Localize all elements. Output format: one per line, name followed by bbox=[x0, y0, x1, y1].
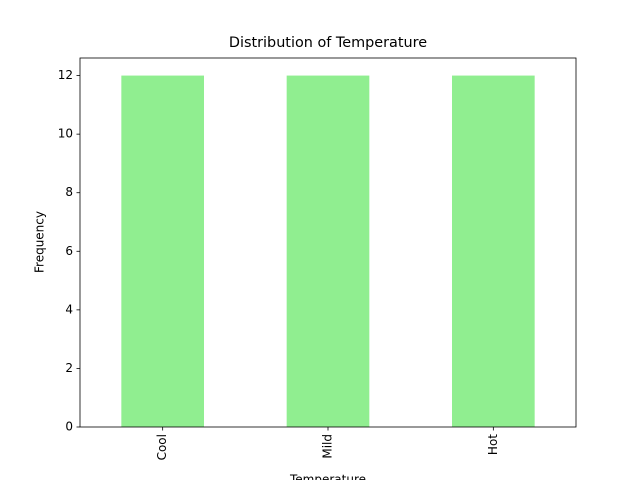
y-tick-label: 8 bbox=[65, 185, 73, 199]
y-axis-label: Frequency bbox=[33, 211, 47, 273]
y-tick-label: 10 bbox=[58, 127, 73, 141]
x-tick-label: Mild bbox=[321, 434, 335, 459]
x-tick-label: Hot bbox=[486, 434, 500, 455]
y-tick-label: 4 bbox=[65, 302, 73, 316]
x-axis-label: Temperature bbox=[289, 473, 366, 480]
y-tick-label: 6 bbox=[65, 244, 73, 258]
y-tick-label: 12 bbox=[58, 68, 73, 82]
bar bbox=[452, 75, 535, 428]
bar bbox=[121, 75, 204, 428]
x-tick-label: Cool bbox=[155, 434, 169, 460]
bar bbox=[286, 75, 370, 428]
y-tick-label: 2 bbox=[65, 361, 73, 375]
y-tick-label: 0 bbox=[65, 420, 73, 434]
chart-title: Distribution of Temperature bbox=[229, 35, 427, 51]
plot-frame bbox=[79, 57, 577, 428]
